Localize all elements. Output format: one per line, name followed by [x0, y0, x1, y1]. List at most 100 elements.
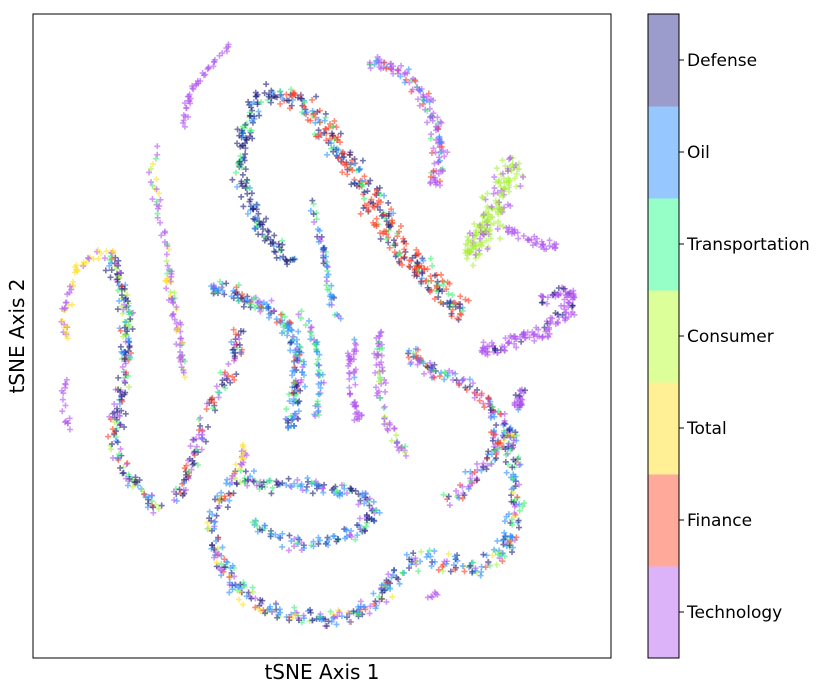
scatter-point [354, 532, 361, 539]
scatter-point [291, 410, 298, 417]
scatter-point [546, 237, 553, 244]
scatter-point [333, 487, 340, 494]
scatter-point [111, 418, 118, 425]
scatter-point [259, 483, 266, 490]
scatter-point [125, 347, 132, 354]
scatter-point [421, 265, 428, 272]
scatter-point [226, 574, 233, 581]
scatter-point [288, 538, 295, 545]
scatter-point [373, 223, 380, 230]
scatter-point [470, 559, 477, 566]
scatter-point [317, 372, 324, 379]
scatter-point [430, 145, 437, 152]
scatter-point [209, 394, 216, 401]
scatter-point [330, 533, 337, 540]
scatter-point [390, 63, 397, 70]
scatter-point [389, 593, 396, 600]
scatter-point [530, 332, 537, 339]
scatter-point [444, 372, 451, 379]
scatter-point [231, 376, 238, 383]
scatter-point [279, 95, 286, 102]
scatter-point [487, 414, 494, 421]
scatter-point [477, 235, 484, 242]
scatter-point [144, 504, 151, 511]
scatter-point [437, 139, 444, 146]
scatter-point [516, 481, 523, 488]
scatter-point [238, 178, 245, 185]
scatter-point [504, 539, 511, 546]
scatter-point [509, 162, 516, 169]
scatter-point [247, 113, 254, 120]
scatter-point [459, 307, 466, 314]
scatter-point [484, 462, 491, 469]
scatter-point [211, 399, 218, 406]
scatter-point [531, 337, 538, 344]
scatter-point [286, 321, 293, 328]
scatter-point [314, 398, 321, 405]
scatter-point [283, 406, 290, 413]
scatter-point [405, 263, 412, 270]
scatter-point [268, 297, 275, 304]
scatter-point [195, 431, 202, 438]
scatter-point [197, 422, 204, 429]
scatter-point [244, 210, 251, 217]
scatter-point [314, 338, 321, 345]
scatter-point [355, 610, 362, 617]
scatter-point [351, 336, 358, 343]
scatter-point [362, 491, 369, 498]
scatter-point [214, 545, 221, 552]
scatter-point [301, 383, 308, 390]
scatter-point [237, 328, 244, 335]
scatter-point [268, 87, 275, 94]
scatter-point [397, 73, 404, 80]
scatter-point [541, 245, 548, 252]
scatter-point [171, 316, 178, 323]
scatter-point [112, 386, 119, 393]
scatter-point [315, 391, 322, 398]
scatter-point [158, 502, 165, 509]
scatter-point [510, 437, 517, 444]
scatter-point [283, 482, 290, 489]
scatter-point [341, 162, 348, 169]
scatter-point [427, 173, 434, 180]
scatter-point [234, 183, 241, 190]
scatter-point [109, 454, 116, 461]
scatter-point [316, 235, 323, 242]
scatter-point [504, 168, 511, 175]
scatter-point [301, 361, 308, 368]
scatter-point [391, 566, 398, 573]
scatter-point [354, 522, 361, 529]
scatter-point [180, 369, 187, 376]
scatter-point [149, 196, 156, 203]
scatter-point [339, 159, 346, 166]
scatter-point [233, 288, 240, 295]
scatter-point [514, 229, 521, 236]
scatter-point [498, 207, 505, 214]
scatter-point [320, 489, 327, 496]
scatter-point [377, 395, 384, 402]
scatter-point [389, 219, 396, 226]
scatter-point [510, 485, 517, 492]
scatter-point [221, 564, 228, 571]
scatter-point [199, 428, 206, 435]
scatter-point [208, 545, 215, 552]
scatter-point [535, 326, 542, 333]
scatter-point [72, 263, 79, 270]
scatter-point [566, 300, 573, 307]
scatter-point [253, 482, 260, 489]
scatter-point [226, 581, 233, 588]
scatter-point [414, 251, 421, 258]
scatter-point [546, 330, 553, 337]
scatter-point [250, 206, 257, 213]
scatter-point [294, 476, 301, 483]
scatter-point [462, 468, 469, 475]
scatter-point [249, 588, 256, 595]
scatter-point [121, 324, 128, 331]
scatter-point [225, 360, 232, 367]
scatter-point [277, 318, 284, 325]
scatter-point [486, 227, 493, 234]
scatter-point [483, 217, 490, 224]
scatter-point [455, 492, 462, 499]
scatter-point [376, 64, 383, 71]
scatter-point [297, 92, 304, 99]
